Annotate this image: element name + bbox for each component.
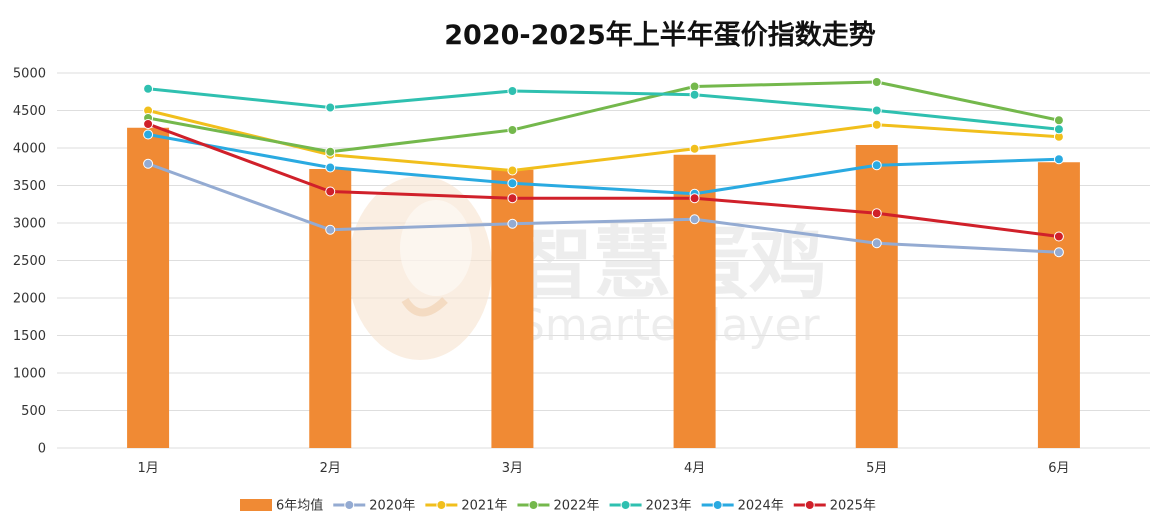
y-axis: 0 500 1000 1500 2000 2500 3000 3500 4000 4500 5000 bbox=[13, 67, 46, 457]
legend-label: 2024年 bbox=[738, 499, 784, 514]
x-tick-label: 2月 bbox=[320, 461, 341, 476]
bar bbox=[309, 169, 352, 448]
legend-label: 2023年 bbox=[646, 499, 692, 514]
bar-series-average bbox=[127, 127, 1080, 448]
bar bbox=[127, 127, 170, 448]
data-point bbox=[871, 160, 882, 171]
line-series bbox=[143, 77, 1064, 157]
legend-label: 2020年 bbox=[369, 499, 415, 514]
x-axis: 1月 2月 3月 4月 5月 6月 bbox=[137, 461, 1069, 476]
line-series-group bbox=[143, 77, 1064, 258]
series-line bbox=[147, 162, 1059, 254]
data-point bbox=[507, 178, 518, 189]
data-point bbox=[871, 105, 882, 116]
bar bbox=[491, 169, 534, 448]
series-line bbox=[147, 87, 1060, 131]
data-point bbox=[1053, 115, 1064, 126]
legend-item: 2021年 bbox=[425, 499, 507, 514]
data-point bbox=[1053, 124, 1064, 135]
x-tick-label: 3月 bbox=[502, 461, 523, 476]
data-point bbox=[325, 146, 336, 157]
y-tick-label: 4500 bbox=[13, 104, 46, 119]
egg-logo-icon bbox=[348, 176, 492, 360]
data-point bbox=[689, 214, 700, 225]
series-line bbox=[147, 80, 1060, 154]
y-tick-label: 500 bbox=[21, 404, 46, 419]
x-tick-label: 1月 bbox=[137, 461, 158, 476]
data-point bbox=[325, 186, 336, 197]
chart-title: 2020-2025年上半年蛋价指数走势 bbox=[444, 19, 876, 51]
legend-label: 2025年 bbox=[830, 499, 876, 514]
data-point bbox=[689, 81, 700, 92]
legend-label: 6年均值 bbox=[276, 498, 323, 514]
data-point bbox=[871, 77, 882, 87]
data-point bbox=[507, 125, 518, 135]
watermark-english-text: Smarter layer bbox=[517, 300, 821, 351]
data-point bbox=[689, 193, 700, 204]
watermark: 智慧蛋鸡 Smarter layer bbox=[348, 176, 827, 360]
series-line bbox=[147, 122, 1060, 238]
x-tick-label: 4月 bbox=[684, 461, 705, 476]
watermark-chinese-text: 智慧蛋鸡 bbox=[515, 219, 827, 309]
data-point bbox=[507, 218, 518, 229]
y-tick-label: 4000 bbox=[13, 142, 46, 157]
legend-item: 2024年 bbox=[701, 499, 784, 514]
y-tick-label: 1500 bbox=[13, 329, 46, 344]
legend-swatch bbox=[240, 499, 272, 511]
legend-marker bbox=[436, 500, 447, 510]
data-point bbox=[1053, 231, 1064, 242]
legend-item: 2025年 bbox=[793, 499, 876, 514]
data-point bbox=[507, 165, 518, 176]
y-tick-label: 1000 bbox=[13, 367, 46, 382]
legend-label: 2022年 bbox=[553, 499, 599, 514]
legend: 6年均值 2020年 2021年 2022年 2023年 2024年 2025年 bbox=[240, 498, 876, 514]
y-tick-label: 2000 bbox=[13, 292, 46, 307]
y-tick-label: 2500 bbox=[13, 254, 46, 269]
line-series bbox=[143, 129, 1064, 199]
data-point bbox=[1053, 247, 1064, 258]
series-line bbox=[147, 109, 1060, 172]
legend-label: 2021年 bbox=[461, 499, 507, 514]
data-point bbox=[871, 119, 882, 130]
y-tick-label: 0 bbox=[38, 442, 46, 457]
data-point bbox=[871, 238, 882, 249]
legend-item: 2022年 bbox=[517, 499, 600, 514]
bar bbox=[855, 145, 898, 448]
legend-marker bbox=[712, 500, 723, 510]
data-point bbox=[507, 86, 518, 96]
line-series bbox=[143, 158, 1064, 258]
line-series bbox=[143, 83, 1064, 135]
legend-marker bbox=[344, 500, 355, 510]
data-point bbox=[143, 119, 154, 129]
data-point bbox=[325, 224, 336, 235]
x-tick-label: 5月 bbox=[866, 461, 887, 476]
data-point bbox=[689, 143, 700, 154]
data-point bbox=[1053, 154, 1064, 165]
bar bbox=[673, 154, 716, 448]
data-point bbox=[689, 89, 700, 100]
data-point bbox=[507, 193, 518, 204]
y-tick-label: 3500 bbox=[13, 179, 46, 194]
y-tick-label: 5000 bbox=[13, 67, 46, 82]
y-tick-label: 3000 bbox=[13, 217, 46, 232]
legend-marker bbox=[804, 500, 815, 510]
legend-item: 2020年 bbox=[333, 499, 415, 514]
data-point bbox=[871, 208, 882, 219]
line-series bbox=[143, 119, 1064, 242]
data-point bbox=[325, 162, 336, 173]
data-point bbox=[143, 83, 154, 94]
legend-marker bbox=[528, 500, 539, 510]
legend-marker bbox=[620, 500, 631, 510]
data-point bbox=[325, 102, 336, 113]
bar bbox=[1037, 162, 1080, 448]
x-tick-label: 6月 bbox=[1048, 461, 1069, 476]
gridlines bbox=[57, 72, 1150, 449]
series-line bbox=[147, 133, 1059, 196]
data-point bbox=[143, 129, 154, 140]
legend-item: 6年均值 bbox=[240, 498, 323, 514]
legend-item: 2023年 bbox=[609, 499, 692, 514]
data-point bbox=[143, 158, 154, 169]
